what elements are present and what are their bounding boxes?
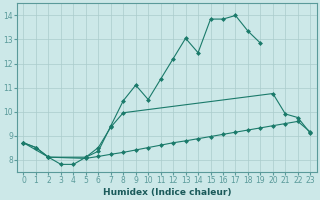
- X-axis label: Humidex (Indice chaleur): Humidex (Indice chaleur): [103, 188, 231, 197]
